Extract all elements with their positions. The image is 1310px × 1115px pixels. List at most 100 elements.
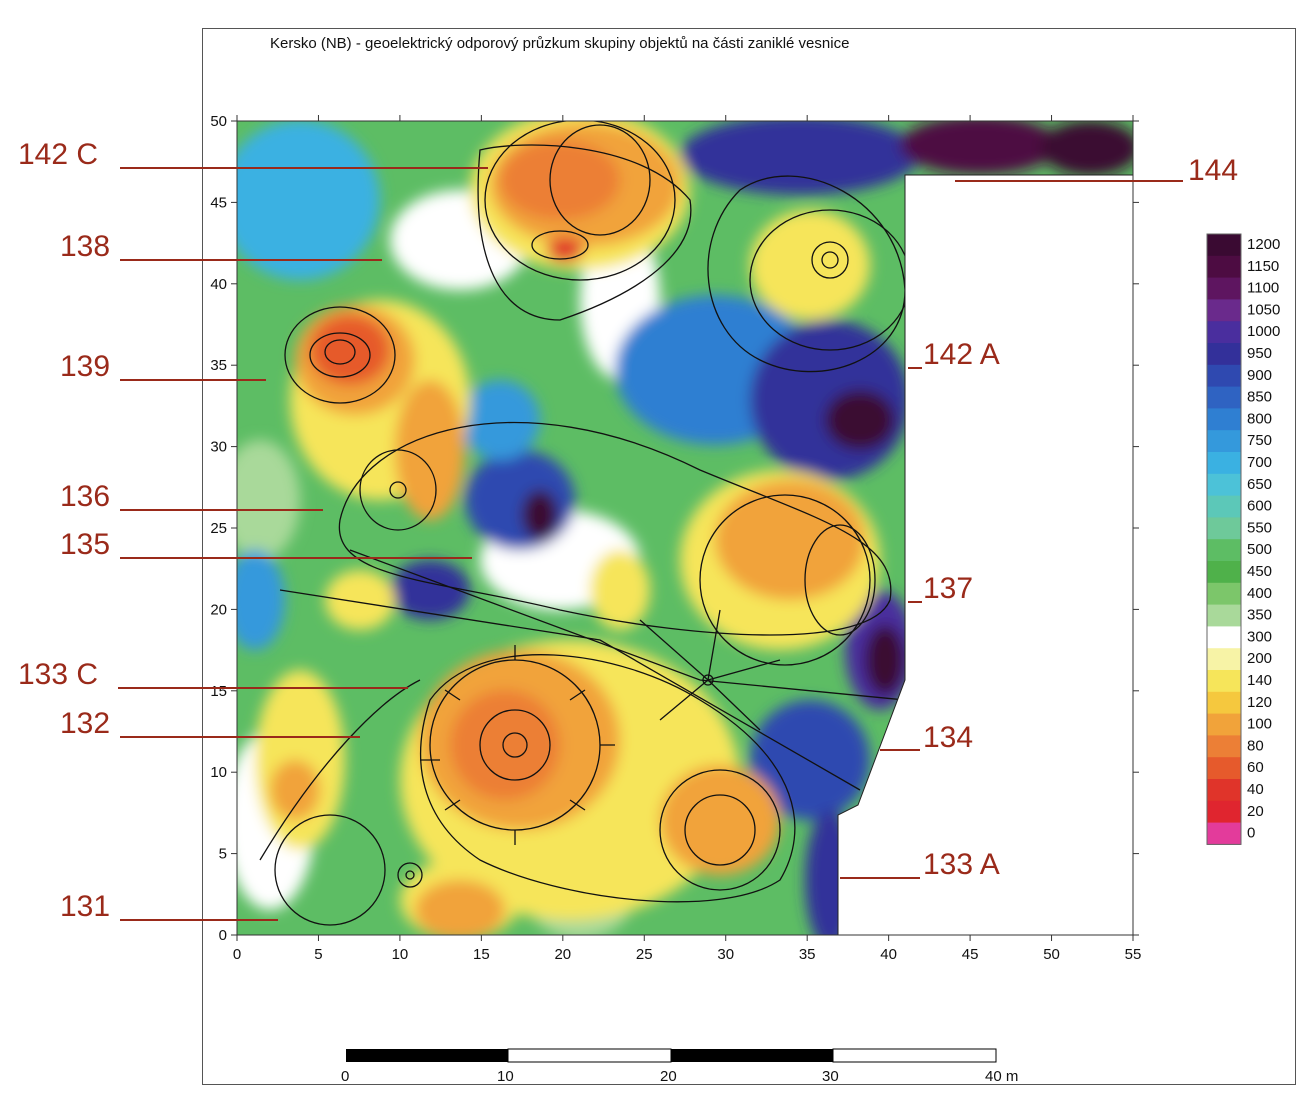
legend-label: 200: [1247, 650, 1272, 667]
callout-133a: 133 A: [923, 848, 1000, 881]
leader-133c: [118, 687, 408, 689]
leader-142c: [120, 167, 488, 169]
legend-swatch: [1207, 234, 1241, 257]
legend-swatch: [1207, 626, 1241, 649]
legend-label: 60: [1247, 759, 1264, 776]
x-tick-label: 10: [392, 946, 409, 963]
y-tick-label: 30: [210, 439, 227, 456]
legend-swatch: [1207, 517, 1241, 540]
legend-label: 350: [1247, 607, 1272, 624]
legend-label: 120: [1247, 694, 1272, 711]
y-tick-label: 20: [210, 601, 227, 618]
callout-133c: 133 C: [18, 658, 99, 691]
x-tick-label: 15: [473, 946, 490, 963]
legend-swatch: [1207, 408, 1241, 431]
x-tick-label: 0: [233, 946, 241, 963]
legend-label: 80: [1247, 737, 1264, 754]
legend-swatch: [1207, 343, 1241, 366]
legend-label: 400: [1247, 585, 1272, 602]
leader-133a: [840, 877, 920, 879]
leader-135: [120, 557, 472, 559]
x-tick-label: 50: [1043, 946, 1060, 963]
callout-131: 131: [60, 890, 111, 923]
legend-swatch: [1207, 321, 1241, 344]
leader-134: [880, 749, 920, 751]
legend-swatch: [1207, 539, 1241, 562]
resistivity-field: [237, 121, 1133, 935]
callout-139: 139: [60, 350, 111, 383]
callout-132: 132: [60, 707, 111, 740]
color-legend: 1200115011001050100095090085080075070065…: [1206, 233, 1280, 845]
callout-142a: 142 A: [923, 338, 1000, 371]
y-axis: 0 5 10 15 20 25 30 35 40 45 50: [210, 113, 1139, 944]
scale-label-0: 0: [341, 1068, 349, 1085]
legend-swatch: [1207, 800, 1241, 824]
legend-label: 950: [1247, 345, 1272, 362]
legend-swatch: [1207, 299, 1241, 322]
map-title: Kersko (NB) - geoelektrický odporový prů…: [270, 35, 850, 52]
y-tick-label: 10: [210, 764, 227, 781]
legend-swatch: [1207, 473, 1241, 497]
legend-label: 1150: [1247, 258, 1279, 275]
scale-label-30: 30: [822, 1068, 839, 1085]
x-axis: 0 5 10 15 20 25 30 35 40 45 50 55: [233, 115, 1142, 963]
scale-label-10: 10: [497, 1068, 514, 1085]
leader-139: [120, 379, 266, 381]
legend-label: 450: [1247, 563, 1272, 580]
callout-136: 136: [60, 480, 111, 513]
legend-swatch: [1207, 430, 1241, 453]
leader-144: [955, 180, 1183, 182]
legend-swatch: [1207, 277, 1241, 300]
legend-label: 800: [1247, 410, 1272, 427]
legend-swatch: [1207, 364, 1241, 388]
legend-swatch: [1207, 255, 1241, 279]
legend-label: 0: [1247, 825, 1255, 842]
legend-label: 100: [1247, 716, 1272, 733]
legend-label: 1200: [1247, 236, 1280, 253]
callout-135: 135: [60, 528, 111, 561]
x-tick-label: 45: [962, 946, 979, 963]
legend-swatch: [1207, 779, 1241, 802]
y-tick-label: 15: [210, 683, 227, 700]
legend-swatch: [1207, 713, 1241, 736]
y-tick-label: 50: [210, 113, 227, 130]
legend-swatch: [1207, 757, 1241, 780]
legend-label: 300: [1247, 628, 1272, 645]
legend-label: 750: [1247, 432, 1272, 449]
y-tick-label: 45: [210, 194, 227, 211]
callout-142c: 142 C: [18, 138, 99, 171]
legend-label: 550: [1247, 519, 1272, 536]
leader-138: [120, 259, 382, 261]
legend-label: 20: [1247, 803, 1264, 820]
leader-131: [120, 919, 278, 921]
legend-swatch: [1207, 561, 1241, 584]
callout-138: 138: [60, 230, 111, 263]
legend-swatch: [1207, 822, 1241, 845]
legend-swatch: [1207, 648, 1241, 671]
map-frame: [202, 28, 1296, 1085]
leader-136: [120, 509, 323, 511]
object-outlines: [259, 121, 911, 926]
y-tick-label: 35: [210, 357, 227, 374]
legend-swatch: [1207, 735, 1241, 758]
scale-label-20: 20: [660, 1068, 677, 1085]
x-tick-label: 55: [1125, 946, 1142, 963]
legend-swatch: [1207, 386, 1241, 409]
x-tick-label: 40: [880, 946, 897, 963]
y-tick-label: 5: [219, 846, 227, 863]
leader-132: [120, 736, 360, 738]
legend-label: 1100: [1247, 280, 1279, 297]
y-tick-label: 25: [210, 520, 227, 537]
legend-swatch: [1207, 452, 1241, 475]
legend-swatch: [1207, 604, 1241, 627]
legend-label: 140: [1247, 672, 1272, 689]
callout-134: 134: [923, 721, 974, 754]
y-tick-label: 0: [219, 927, 227, 944]
legend-swatch: [1207, 495, 1241, 518]
legend-swatch: [1207, 670, 1241, 693]
scale-bar: 0 10 20 30 40 m: [341, 1048, 1018, 1085]
x-tick-label: 35: [799, 946, 816, 963]
leader-142a: [908, 367, 922, 369]
callout-137: 137: [923, 572, 974, 605]
